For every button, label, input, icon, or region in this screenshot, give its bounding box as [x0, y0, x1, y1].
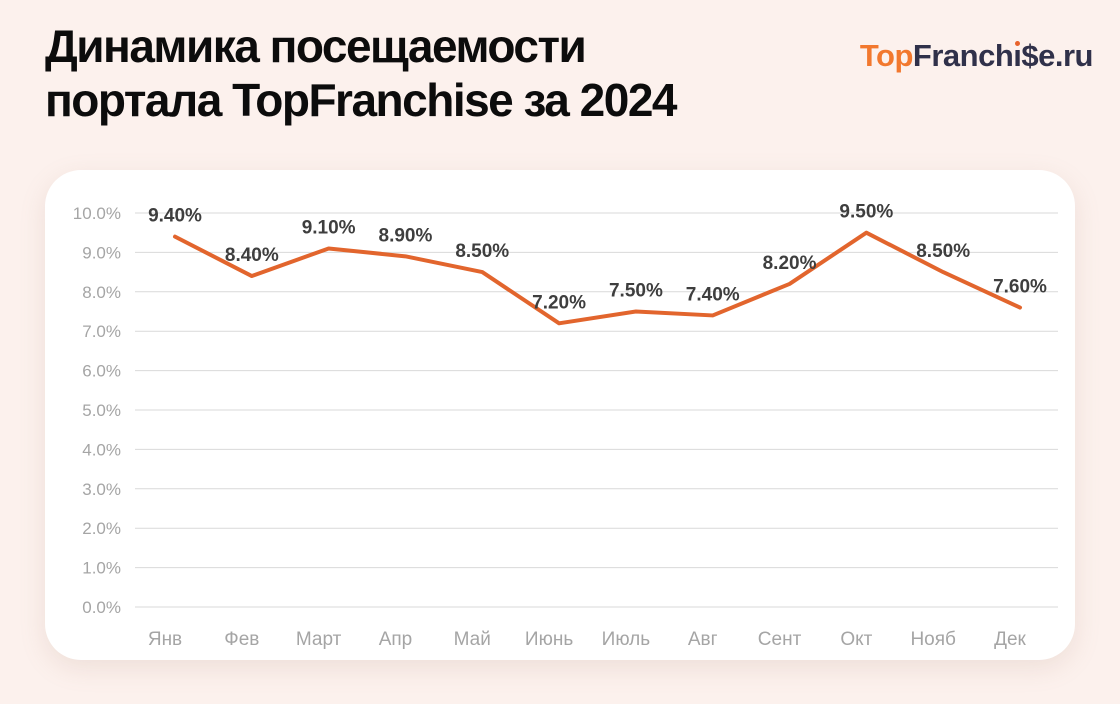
data-point-label: 8.20% [763, 253, 817, 274]
data-point-label: 7.60% [993, 277, 1047, 298]
y-axis-tick-label: 7.0% [82, 322, 121, 341]
x-axis-tick-label: Янв [148, 629, 182, 650]
logo-text-franch: Franch [912, 38, 1014, 73]
topfranchise-logo: TopFranchı$e.ru [859, 38, 1094, 74]
data-point-label: 7.20% [532, 292, 586, 313]
x-axis-tick-label: Июнь [525, 629, 573, 650]
page-title: Динамика посещаемости портала TopFranchi… [45, 20, 678, 128]
x-axis-tick-label: Нояб [910, 629, 956, 650]
logo-text-se-ru: $e.ru [1021, 38, 1093, 73]
data-point-label: 7.50% [609, 281, 663, 302]
x-axis-tick-label: Дек [994, 629, 1026, 650]
logo-text-top: Top [859, 38, 914, 73]
data-point-label: 8.40% [225, 245, 279, 266]
data-point-label: 8.50% [916, 241, 970, 262]
x-axis-tick-label: Сент [758, 629, 802, 650]
x-axis-tick-label: Июль [602, 629, 651, 650]
data-point-label: 9.50% [839, 202, 893, 223]
x-axis-tick-label: Май [454, 629, 491, 650]
data-point-label: 9.10% [302, 217, 356, 238]
x-axis-tick-label: Фев [224, 629, 259, 650]
page-title-line-2: портала TopFranchise за 2024 [45, 73, 678, 126]
y-axis-tick-label: 0.0% [82, 598, 121, 617]
y-axis-tick-label: 1.0% [82, 559, 121, 578]
y-axis-tick-label: 3.0% [82, 480, 121, 499]
x-axis-tick-label: Апр [379, 629, 413, 650]
data-point-label: 7.40% [686, 284, 740, 305]
logo-text-rest: Franchı$e.ru [912, 38, 1094, 73]
y-axis-tick-label: 6.0% [82, 362, 121, 381]
x-axis-tick-label: Март [296, 629, 342, 650]
y-axis-tick-label: 4.0% [82, 440, 121, 459]
visits-series-line [173, 230, 1022, 326]
data-point-label: 8.50% [455, 241, 509, 262]
data-point-label: 9.40% [148, 206, 202, 227]
y-axis-tick-label: 2.0% [82, 519, 121, 538]
x-axis-tick-label: Авг [688, 629, 718, 650]
logo-letter-i-orange-dot: ı [1013, 38, 1022, 73]
x-axis-tick-label: Окт [840, 629, 872, 650]
visits-line-chart: 0.0% 1.0% 2.0% 3.0% 4.0% 5.0% 6.0% 7.0% 8.0% 9.0%… [73, 202, 1058, 650]
y-axis-tick-label: 10.0% [73, 204, 121, 223]
y-axis-tick-label: 9.0% [82, 243, 121, 262]
y-axis-tick-label: 5.0% [82, 401, 121, 420]
y-axis-tick-label: 8.0% [82, 283, 121, 302]
page-title-line-1: Динамика посещаемости [45, 20, 587, 72]
data-point-label: 8.90% [379, 225, 433, 246]
chart-card: 0.0% 1.0% 2.0% 3.0% 4.0% 5.0% 6.0% 7.0% 8.0% 9.0%… [45, 170, 1075, 660]
